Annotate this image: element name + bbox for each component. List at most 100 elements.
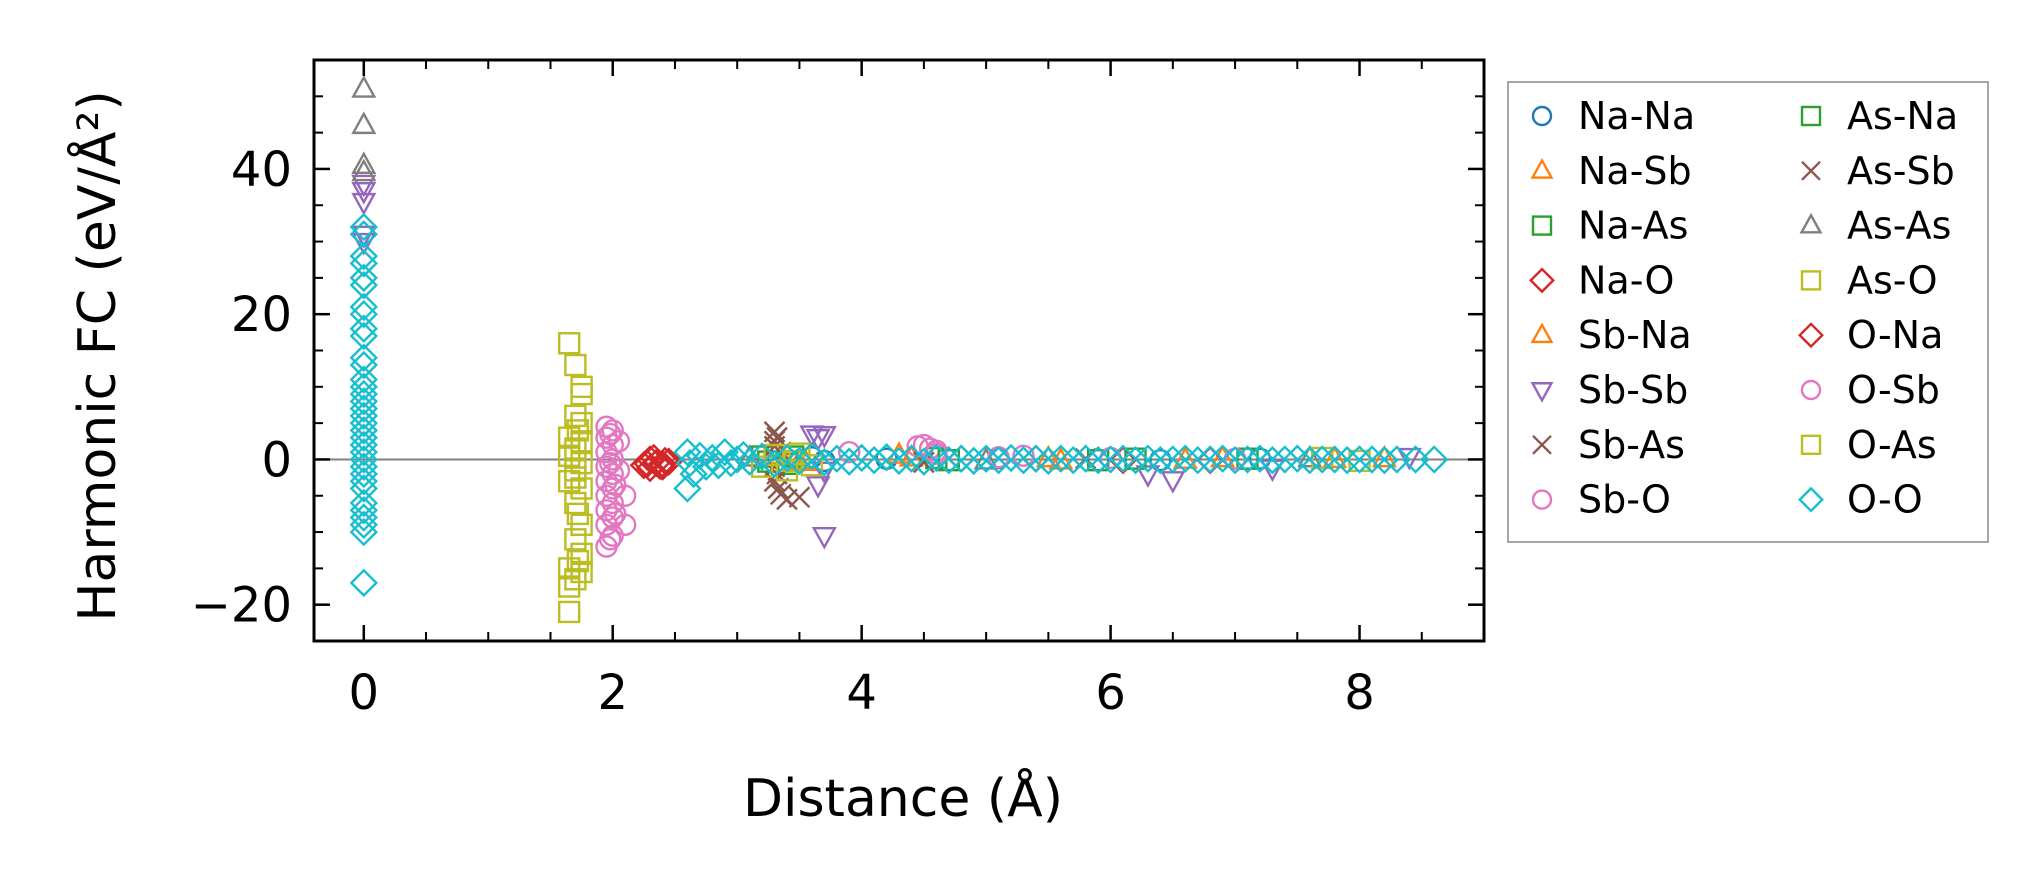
data-point [349,416,378,445]
data-point [1233,445,1262,474]
legend-label: Na-Na [1578,94,1695,138]
data-point [349,467,378,496]
data-point [1332,445,1362,475]
data-point [604,502,627,526]
data-point [349,496,378,525]
data-point [971,444,1001,473]
data-point [1357,445,1387,474]
x-tick-label: 8 [1344,665,1375,721]
legend-marker [1530,157,1554,179]
data-point [645,451,675,481]
data-point [788,442,811,465]
data-point [1322,445,1348,469]
legend-marker [1800,105,1822,127]
data-point [722,445,752,474]
legend-item: As-Sb [1801,149,1955,193]
data-point [570,542,593,566]
legend-marker [1800,434,1822,455]
legend-marker [1798,486,1824,513]
data-point [601,419,624,442]
data-point [1083,445,1113,475]
x-axis-label: Distance (Å) [743,767,1063,829]
data-point [735,447,764,476]
data-point [351,75,377,98]
legend-marker [1530,382,1554,403]
data-point [1012,444,1035,468]
data-point [1236,447,1259,470]
data-point [349,299,378,329]
data-point [349,488,378,518]
data-point [351,225,377,249]
legend-item: Na-Na [1531,94,1695,138]
data-point [788,486,811,509]
legend-item: Sb-O [1531,478,1671,522]
data-point [351,151,377,175]
data-point [763,435,786,458]
data-point [1135,465,1161,488]
legend-marker [1798,322,1824,349]
data-point [349,372,378,402]
legend-marker [1529,267,1555,294]
data-point [349,343,378,372]
data-point [1172,446,1198,469]
data-point [934,445,963,475]
legend-marker [1530,322,1554,344]
data-point [349,350,378,380]
data-point [984,445,1013,475]
data-point [599,528,622,551]
data-point [922,443,951,473]
data-point [349,220,378,249]
data-point [351,174,377,198]
data-point [557,444,581,468]
data-point [595,426,618,449]
data-point [604,473,627,497]
data-point [1108,444,1138,473]
data-point [1270,445,1300,474]
data-point [349,387,378,416]
legend-label: O-Sb [1847,368,1940,412]
y-tick-label: 0 [261,432,292,488]
data-point [633,449,662,478]
legend: Na-Na Na-Sb Na-As Na-O Sb-Na Sb-Sb Sb-As Sb-O As… [1507,81,1989,543]
data-point [1208,444,1237,473]
data-point [650,446,680,476]
data-point [797,441,827,471]
data-point [557,600,581,624]
legend-label: Sb-Na [1578,313,1692,357]
legend-label: O-As [1847,423,1937,467]
data-point [601,491,624,515]
data-point [349,445,378,474]
legend-item: O-Na [1798,313,1943,357]
data-point [351,182,377,205]
legend-item: As-Na [1800,94,1958,138]
data-point [1295,445,1324,475]
data-point [959,446,988,476]
legend-label: Na-As [1578,204,1688,248]
data-point [1420,445,1449,474]
legend-label: As-As [1847,204,1951,248]
data-point [557,332,581,355]
legend-marker [1531,105,1553,127]
data-point [570,382,593,406]
data-point [805,428,831,452]
data-point [349,241,378,271]
data-point [1096,445,1125,474]
data-point [351,232,377,256]
legend-label: Na-Sb [1578,149,1692,193]
data-point [349,568,378,598]
data-point [349,270,378,300]
data-point [1071,444,1100,473]
data-point [570,451,593,475]
data-point [1146,445,1175,475]
x-tick-label: 0 [349,665,380,721]
data-point [349,394,378,423]
data-point [1345,445,1374,474]
y-tick-label: −20 [191,578,292,634]
data-point [673,474,702,503]
data-point [1133,444,1163,473]
legend-label: Sb-As [1578,423,1685,467]
data-point [349,379,378,409]
data-point [1307,445,1337,474]
legend-label: Sb-Sb [1578,368,1688,412]
data-point [675,448,705,478]
